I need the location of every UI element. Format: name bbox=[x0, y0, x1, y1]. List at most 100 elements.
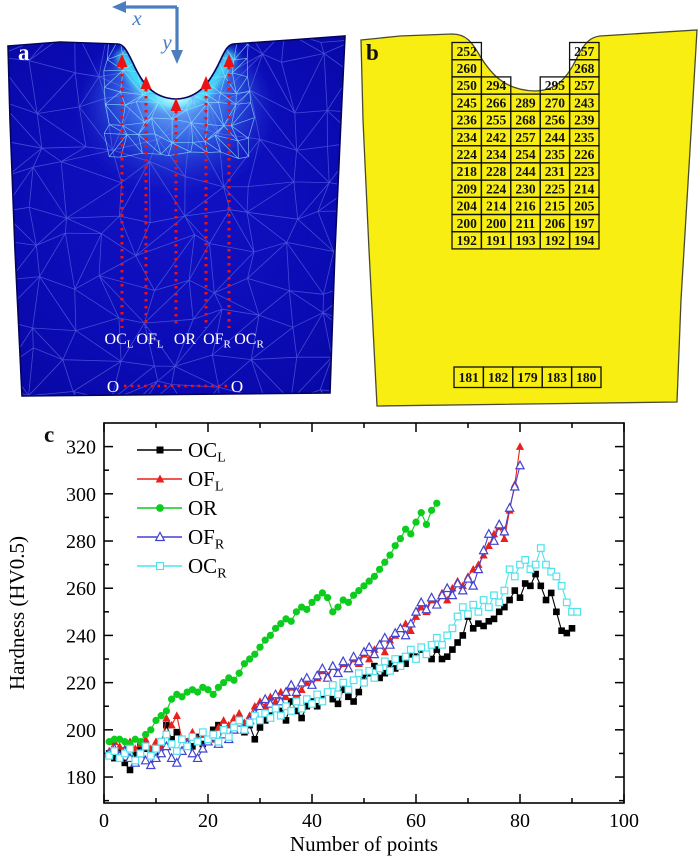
series-marker bbox=[454, 639, 461, 646]
series-marker bbox=[286, 679, 297, 689]
series-marker bbox=[167, 695, 176, 703]
series-marker bbox=[401, 525, 410, 533]
series-marker bbox=[542, 560, 550, 569]
mesh-lines bbox=[8, 36, 345, 396]
series-marker bbox=[141, 742, 150, 751]
series-marker bbox=[537, 582, 545, 590]
series-marker bbox=[120, 749, 129, 758]
series-marker bbox=[277, 707, 285, 715]
series-marker bbox=[558, 627, 565, 635]
hardness-cell-value: 225 bbox=[545, 181, 566, 196]
series-marker bbox=[178, 735, 186, 744]
series-marker bbox=[509, 481, 520, 491]
series-marker bbox=[166, 752, 177, 763]
series-marker bbox=[438, 640, 446, 649]
measurement-arrow-icon bbox=[170, 98, 182, 111]
series-marker bbox=[271, 624, 280, 632]
series-marker bbox=[360, 674, 368, 682]
series-marker bbox=[178, 693, 186, 701]
series-marker bbox=[474, 607, 483, 616]
series-marker bbox=[443, 653, 451, 660]
series-marker bbox=[370, 572, 379, 581]
measurement-arrow-icon bbox=[223, 54, 235, 67]
hardness-cell-value: 192 bbox=[545, 233, 566, 248]
series-marker bbox=[417, 602, 426, 611]
series-marker bbox=[422, 520, 431, 529]
series-marker bbox=[516, 560, 524, 569]
hardness-cell-value: 193 bbox=[515, 233, 536, 248]
x-tick-label: 0 bbox=[99, 810, 109, 832]
hardness-cell-value: 191 bbox=[486, 233, 507, 248]
series-marker bbox=[277, 619, 285, 628]
series-marker bbox=[536, 544, 545, 552]
series-marker bbox=[163, 721, 170, 729]
hardness-cell-value: 289 bbox=[515, 95, 536, 110]
series-marker bbox=[192, 752, 203, 763]
series-marker bbox=[421, 603, 432, 614]
series-marker bbox=[287, 698, 295, 705]
hardness-cell-value: 266 bbox=[486, 95, 507, 110]
hardness-cell-value: 250 bbox=[457, 78, 478, 93]
origin-right-label: O bbox=[231, 377, 243, 396]
series-marker bbox=[391, 665, 399, 672]
series-marker bbox=[121, 759, 129, 767]
series-marker bbox=[126, 744, 134, 753]
series-marker bbox=[110, 747, 119, 755]
measurement-arrow-icon bbox=[200, 76, 212, 89]
series-marker bbox=[391, 542, 399, 550]
hardness-cell-value: 252 bbox=[457, 44, 478, 59]
hardness-cell-value: 255 bbox=[486, 113, 507, 128]
series-marker bbox=[532, 570, 539, 578]
y-tick-label: 280 bbox=[66, 531, 96, 553]
measurement-label: OFR bbox=[203, 331, 231, 351]
series-marker bbox=[469, 625, 477, 632]
panel-a: x y OCL OFL OR OFR OCR a O O bbox=[7, 1, 346, 397]
series-marker bbox=[298, 714, 305, 722]
series-marker bbox=[167, 740, 176, 748]
hardness-cell-value: 205 bbox=[574, 199, 595, 214]
series-marker bbox=[386, 551, 394, 559]
y-tick-label: 320 bbox=[66, 437, 96, 459]
series-marker bbox=[433, 499, 441, 507]
series-marker bbox=[235, 716, 244, 725]
series-marker bbox=[327, 660, 338, 671]
hardness-cell-value: 239 bbox=[574, 113, 595, 128]
series-marker bbox=[374, 639, 385, 649]
series-marker bbox=[339, 686, 347, 694]
series-marker bbox=[214, 737, 223, 746]
series-marker bbox=[303, 702, 311, 710]
hardness-grid: 252 257 260 268 250 294 295 257 245 266 289 270 243 2… bbox=[451, 41, 600, 250]
series-marker bbox=[483, 528, 494, 538]
panel-b: 252 257 260 268 250 294 295 257 245 266 289 270 243 2… bbox=[360, 29, 698, 407]
hardness-cell-value: 224 bbox=[457, 147, 478, 162]
hardness-chart: 0 20 40 60 80 100 180 200 220 240 260 280 300 320 Numb… bbox=[5, 422, 639, 856]
series-marker bbox=[245, 655, 254, 663]
series-marker bbox=[313, 702, 321, 710]
series-marker bbox=[189, 743, 196, 750]
series-marker bbox=[313, 690, 322, 699]
series-marker bbox=[318, 589, 327, 597]
series-marker bbox=[376, 674, 383, 682]
series-marker bbox=[168, 735, 175, 743]
y-tick-label: 300 bbox=[66, 484, 96, 506]
series-marker bbox=[329, 608, 337, 616]
series-marker bbox=[219, 716, 228, 724]
series-marker bbox=[488, 535, 500, 545]
series-marker bbox=[256, 716, 264, 725]
series-marker bbox=[396, 535, 405, 543]
series-marker bbox=[188, 733, 197, 741]
x-tick-label: 20 bbox=[198, 810, 218, 832]
series-marker bbox=[282, 717, 290, 724]
series-marker bbox=[281, 692, 291, 701]
hardness-cell-value: 204 bbox=[457, 199, 478, 214]
series-marker bbox=[542, 596, 550, 604]
series-marker bbox=[547, 589, 555, 597]
series-marker bbox=[427, 640, 436, 649]
hardness-cell-value: 218 bbox=[457, 164, 478, 179]
series-marker bbox=[297, 685, 306, 694]
series-marker bbox=[381, 669, 389, 677]
series-marker bbox=[433, 646, 441, 653]
series-marker bbox=[427, 506, 436, 514]
series-marker bbox=[256, 724, 264, 731]
series-marker bbox=[350, 698, 357, 705]
